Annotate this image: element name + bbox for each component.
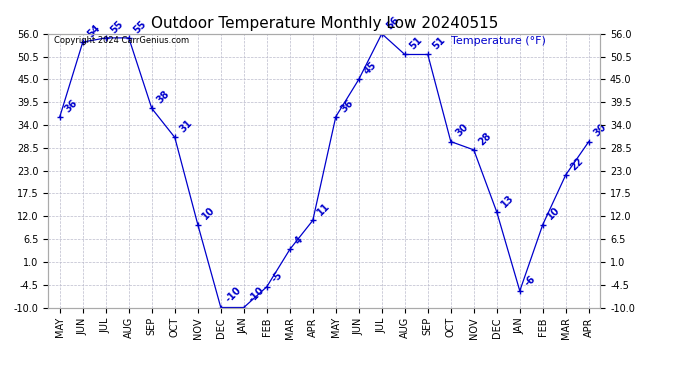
Text: 31: 31 — [177, 118, 194, 135]
Text: 22: 22 — [569, 155, 585, 172]
Text: -5: -5 — [270, 269, 284, 284]
Text: 45: 45 — [362, 60, 378, 76]
Text: 11: 11 — [315, 201, 332, 217]
Text: 55: 55 — [108, 18, 125, 35]
Text: 56: 56 — [384, 14, 401, 31]
Text: 51: 51 — [408, 35, 424, 52]
Text: 28: 28 — [477, 130, 493, 147]
Text: -10: -10 — [246, 285, 266, 305]
Text: 38: 38 — [155, 89, 171, 106]
Text: 54: 54 — [86, 22, 102, 39]
Text: 13: 13 — [500, 193, 516, 209]
Text: 30: 30 — [453, 122, 470, 139]
Text: -10: -10 — [224, 285, 243, 305]
Text: 36: 36 — [63, 97, 79, 114]
Text: -6: -6 — [522, 273, 538, 288]
Text: 10: 10 — [546, 205, 562, 222]
Text: 36: 36 — [339, 97, 355, 114]
Text: Temperature (°F): Temperature (°F) — [451, 36, 546, 46]
Text: 10: 10 — [201, 205, 217, 222]
Text: Copyright 2024 CarrGenius.com: Copyright 2024 CarrGenius.com — [54, 36, 189, 45]
Title: Outdoor Temperature Monthly Low 20240515: Outdoor Temperature Monthly Low 20240515 — [150, 16, 498, 31]
Text: 55: 55 — [132, 18, 148, 35]
Text: 51: 51 — [431, 35, 447, 52]
Text: 4: 4 — [293, 235, 304, 247]
Text: 30: 30 — [591, 122, 608, 139]
